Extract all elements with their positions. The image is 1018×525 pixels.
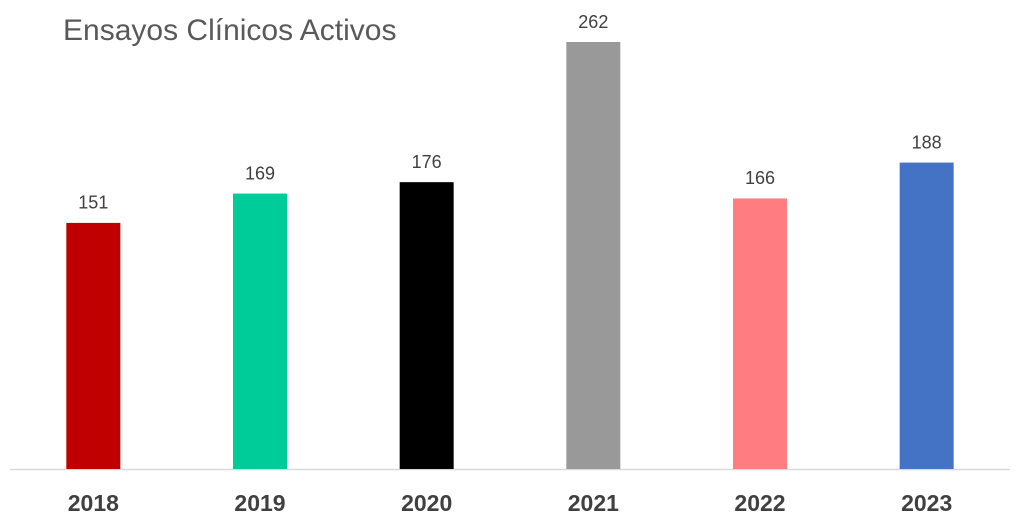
x-tick-label: 2019 <box>234 490 285 516</box>
data-label: 262 <box>578 12 608 32</box>
x-tick-label: 2021 <box>568 490 619 516</box>
chart-title: Ensayos Clínicos Activos <box>63 14 396 47</box>
data-label: 176 <box>412 152 442 172</box>
x-tick-label: 2023 <box>901 490 952 516</box>
x-tick-label: 2018 <box>68 490 119 516</box>
bar <box>66 222 121 469</box>
x-tick-label: 2020 <box>401 490 452 516</box>
data-label: 151 <box>78 193 108 213</box>
data-label: 169 <box>245 163 275 183</box>
data-label: 188 <box>912 132 942 152</box>
bar <box>899 162 954 469</box>
bar <box>233 193 287 469</box>
bar <box>566 42 621 469</box>
bar <box>399 182 454 469</box>
data-label: 166 <box>745 168 775 188</box>
x-tick-label: 2022 <box>734 490 785 516</box>
bar <box>733 198 787 469</box>
